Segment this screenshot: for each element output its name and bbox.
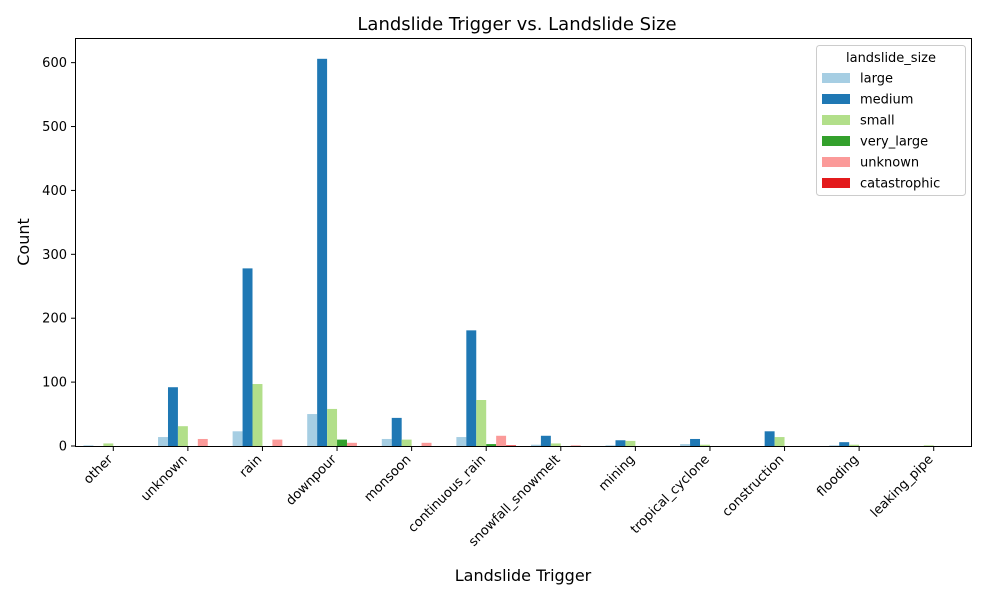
- bar-small-snowfall_snowmelt: [550, 443, 561, 446]
- plot-frame: [75, 38, 972, 447]
- bar-small-unknown: [177, 426, 188, 446]
- bar-catastrophic-continuous_rain: [506, 445, 517, 446]
- bar-medium-continuous_rain: [466, 330, 477, 446]
- y-tick-label: 100: [42, 376, 67, 391]
- x-tick-label-continuous_rain: continuous_rain: [405, 452, 489, 536]
- legend-box: [816, 45, 966, 196]
- legend-label-medium: medium: [860, 93, 913, 108]
- legend-swatch-catastrophic: [822, 178, 850, 188]
- x-tick-label-monsoon: monsoon: [362, 452, 415, 505]
- bar-small-flooding: [849, 444, 860, 446]
- bar-large-tropical_cyclone: [680, 444, 691, 446]
- bars-group: [83, 58, 934, 447]
- bar-small-construction: [774, 437, 785, 446]
- bar-small-leaking_pipe: [923, 445, 934, 446]
- legend-swatch-unknown: [822, 157, 850, 167]
- y-tick-label: 300: [42, 248, 67, 263]
- legend-label-unknown: unknown: [860, 156, 919, 171]
- bar-medium-unknown: [167, 387, 178, 446]
- bar-large-other: [83, 445, 94, 446]
- legend-swatch-medium: [822, 94, 850, 104]
- bar-unknown-downpour: [346, 442, 357, 446]
- bar-medium-rain: [242, 268, 253, 446]
- y-tick-label: 500: [42, 120, 67, 135]
- bar-large-unknown: [158, 437, 168, 446]
- legend-label-small: small: [860, 114, 895, 129]
- y-axis-label: Count: [14, 218, 33, 266]
- bar-small-mining: [625, 440, 636, 446]
- x-tick-label-mining: mining: [596, 452, 638, 494]
- bar-medium-snowfall_snowmelt: [540, 435, 551, 446]
- legend-title: landslide_size: [846, 51, 936, 66]
- y-tick-label: 400: [42, 184, 67, 199]
- x-tick-label-downpour: downpour: [283, 452, 340, 509]
- bar-small-tropical_cyclone: [700, 444, 710, 446]
- y-tick-label: 200: [42, 312, 67, 327]
- x-tick-label-flooding: flooding: [814, 452, 862, 500]
- bar-large-downpour: [307, 414, 318, 446]
- bar-large-mining: [605, 445, 616, 446]
- x-tick-label-unknown: unknown: [138, 452, 190, 504]
- legend-swatch-large: [822, 73, 850, 83]
- legend-swatch-small: [822, 115, 850, 125]
- bar-small-downpour: [327, 408, 338, 446]
- bar-medium-monsoon: [391, 417, 402, 446]
- legend-label-large: large: [860, 72, 893, 87]
- x-tick-label-construction: construction: [720, 452, 788, 520]
- bar-large-snowfall_snowmelt: [530, 444, 541, 446]
- y-tick-label: 0: [59, 440, 67, 455]
- bar-small-other: [103, 443, 114, 446]
- bar-unknown-continuous_rain: [496, 435, 507, 446]
- bar-unknown-rain: [272, 439, 283, 446]
- chart-title: Landslide Trigger vs. Landslide Size: [357, 14, 676, 35]
- x-axis-ticks: other unknown rain downpour monsooncontinuou…: [81, 446, 937, 550]
- bar-small-continuous_rain: [476, 400, 487, 446]
- bar-large-monsoon: [381, 438, 392, 446]
- bar-medium-downpour: [317, 58, 328, 447]
- x-tick-label-rain: rain: [237, 452, 265, 480]
- bar-large-flooding: [829, 445, 840, 446]
- bar-very_large-continuous_rain: [486, 444, 497, 446]
- bar-medium-mining: [615, 440, 626, 446]
- x-tick-label-tropical_cyclone: tropical_cyclone: [628, 452, 713, 537]
- bar-unknown-snowfall_snowmelt: [570, 445, 581, 446]
- bar-medium-tropical_cyclone: [690, 438, 701, 446]
- legend: landslide_size large medium small very_larg…: [816, 45, 966, 196]
- bar-medium-flooding: [839, 442, 850, 446]
- y-axis-ticks: 0 100 200 300 400 500 600: [42, 56, 76, 455]
- bar-very_large-downpour: [337, 439, 347, 446]
- bar-unknown-monsoon: [421, 442, 432, 446]
- bar-unknown-unknown: [197, 438, 208, 446]
- x-tick-label-other: other: [81, 452, 117, 488]
- bar-small-rain: [252, 384, 263, 446]
- bar-small-monsoon: [401, 439, 412, 446]
- legend-label-catastrophic: catastrophic: [860, 177, 940, 192]
- legend-label-very_large: very_large: [860, 135, 928, 150]
- legend-swatch-very_large: [822, 136, 850, 146]
- x-tick-label-leaking_pipe: leaking_pipe: [868, 452, 936, 520]
- bar-medium-construction: [764, 431, 775, 446]
- y-tick-label: 600: [42, 56, 67, 71]
- bar-large-continuous_rain: [456, 437, 467, 446]
- bar-large-rain: [232, 431, 243, 446]
- x-axis-label: Landslide Trigger: [455, 566, 592, 585]
